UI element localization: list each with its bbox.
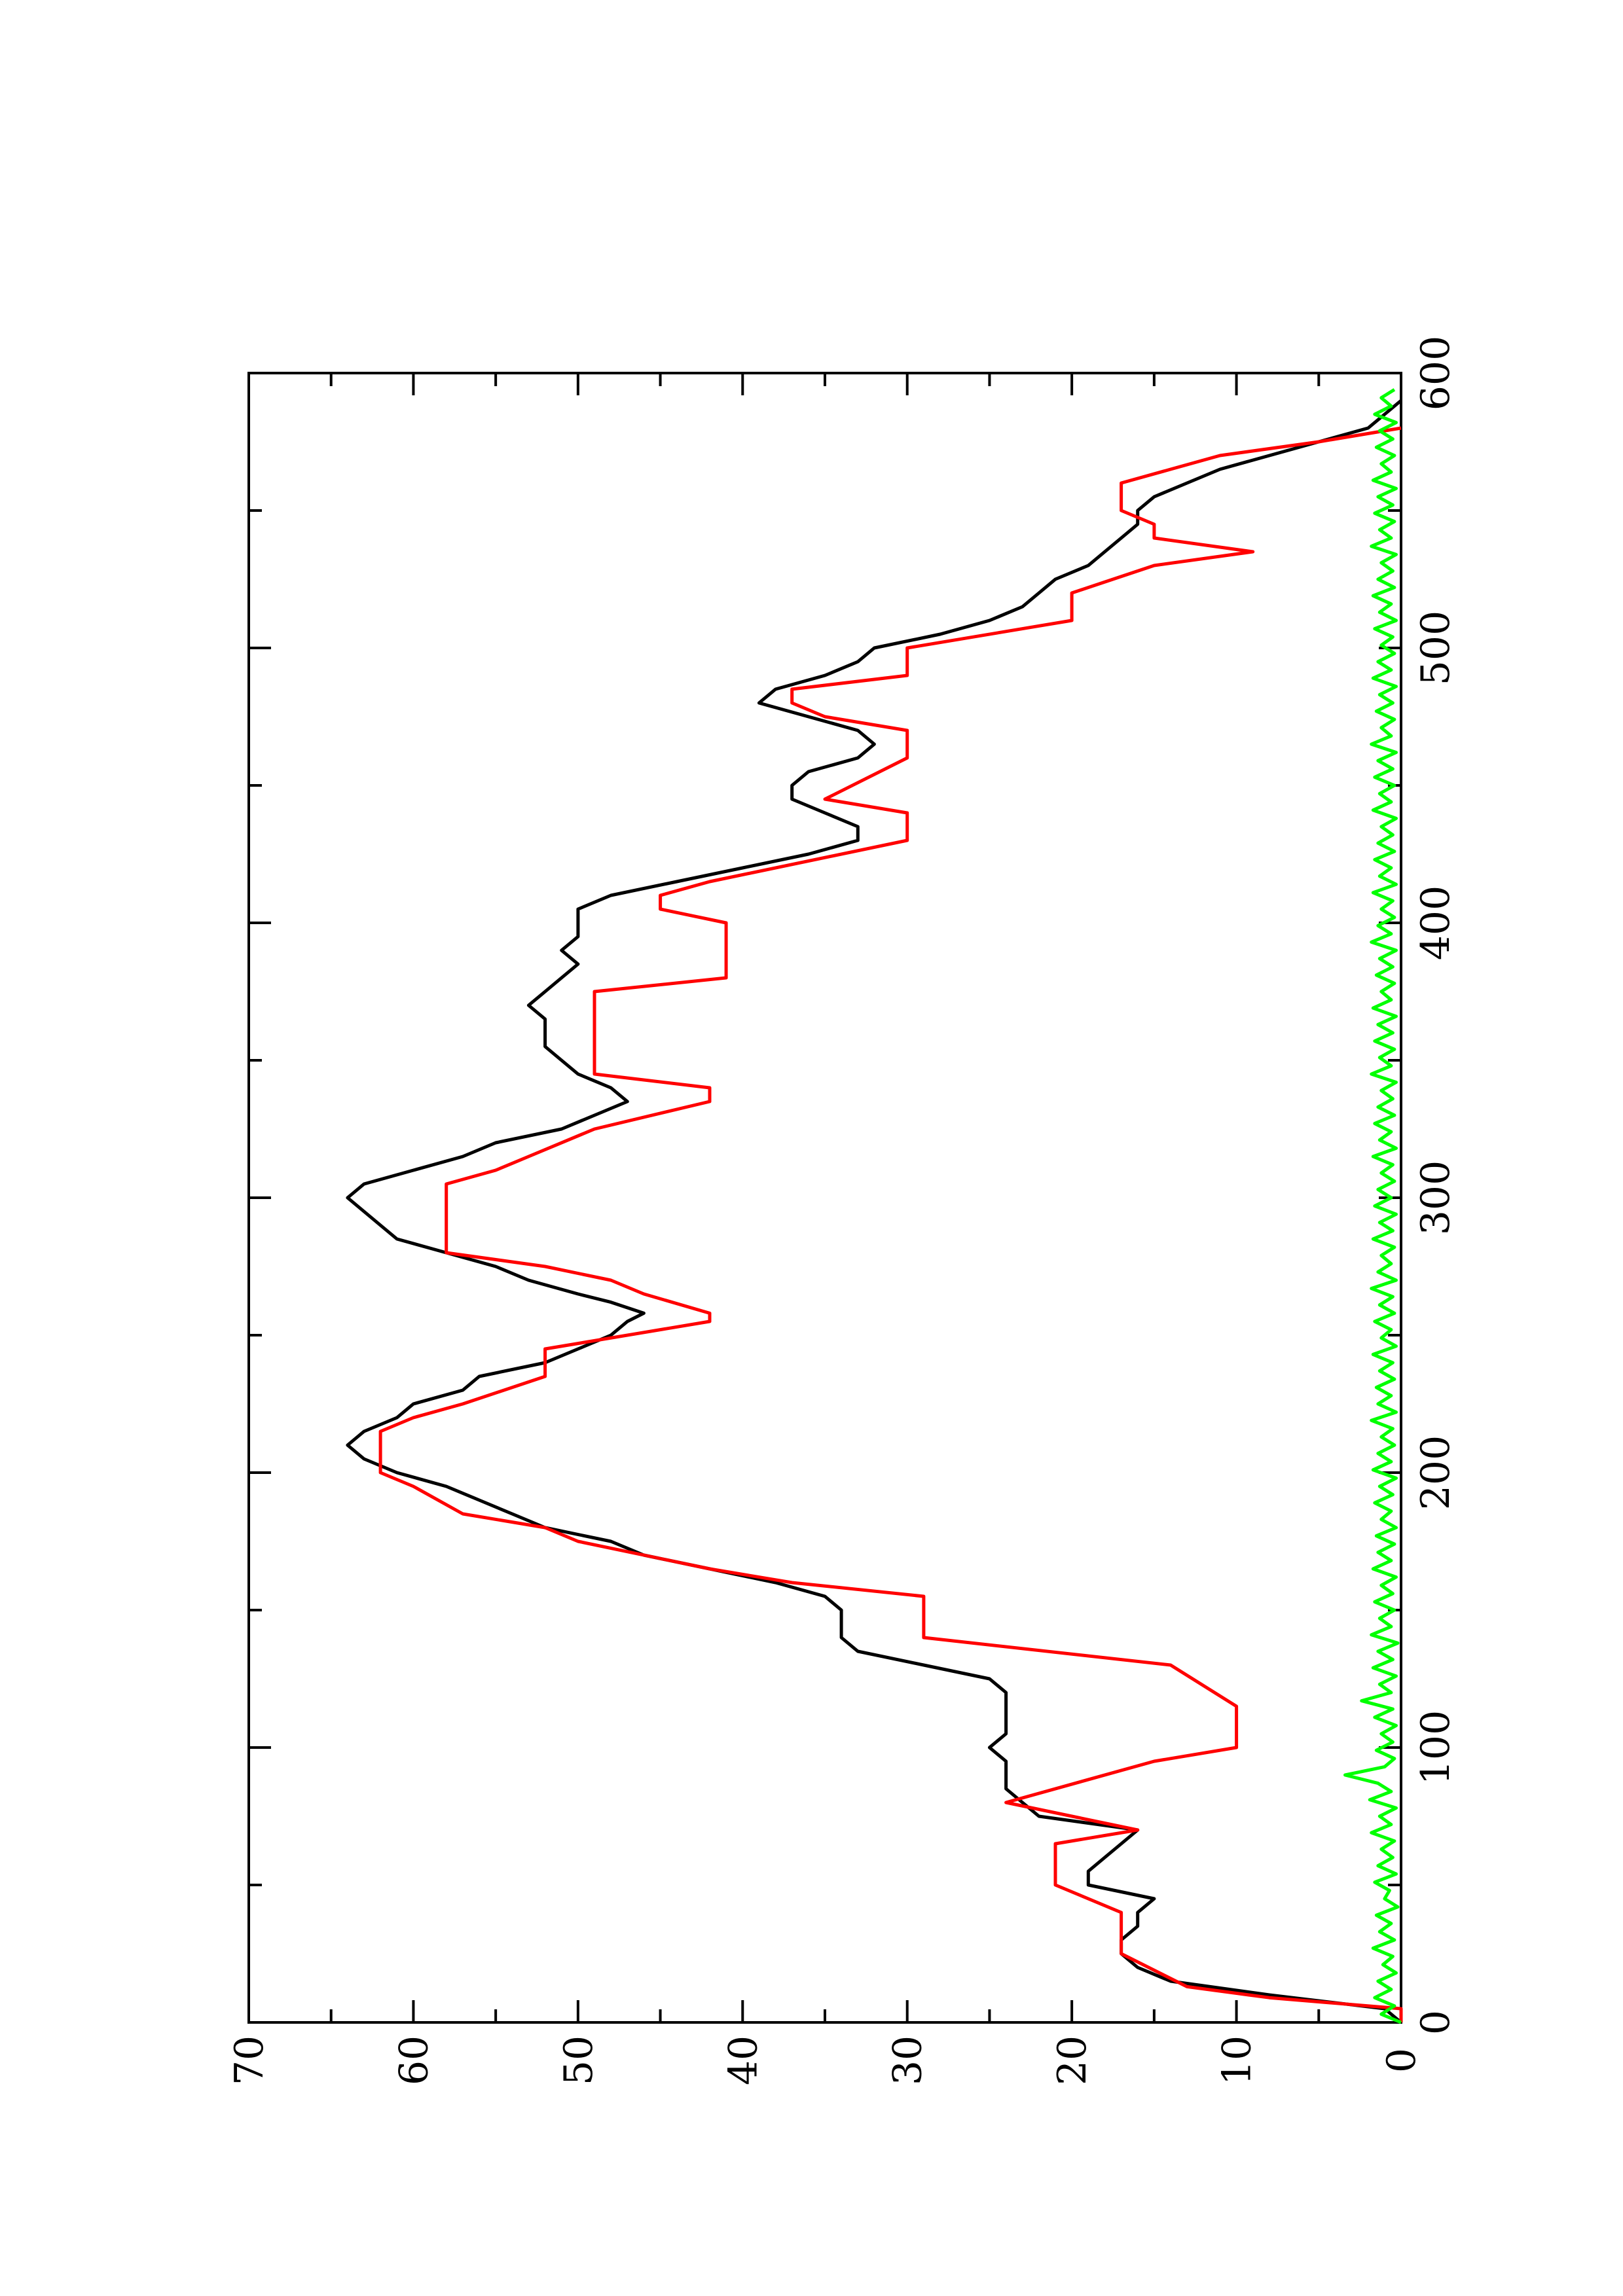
y-tick-label: 10: [1214, 2036, 1260, 2085]
x-tick-label: 100: [1413, 1710, 1459, 1785]
x-tick-label: 200: [1413, 1435, 1459, 1511]
series-line-3: [1343, 388, 1402, 2024]
y-tick-label: 50: [556, 2036, 602, 2085]
tick-marks: [247, 372, 1402, 2024]
series-group: [346, 388, 1403, 2024]
y-tick-label: 0: [1379, 2048, 1425, 2073]
series-line-2: [378, 426, 1403, 2022]
y-tick-label: 70: [227, 2036, 272, 2085]
y-tick-label: 60: [391, 2036, 437, 2085]
x-tick-label: 600: [1413, 336, 1459, 411]
x-tick-label: 300: [1413, 1160, 1459, 1236]
plot-frame: [247, 372, 1402, 2024]
x-tick-label: 500: [1413, 611, 1459, 686]
tick-labels: 0 100 200 300 400 500 600 0 10 20 30 40 50 60 70: [227, 336, 1459, 2085]
x-tick-label: 400: [1413, 886, 1459, 961]
y-tick-label: 40: [720, 2036, 766, 2085]
series-line-1: [346, 399, 1402, 2024]
x-tick-label: 0: [1413, 2010, 1459, 2035]
y-tick-label: 30: [885, 2036, 931, 2085]
y-tick-label: 20: [1049, 2036, 1095, 2085]
